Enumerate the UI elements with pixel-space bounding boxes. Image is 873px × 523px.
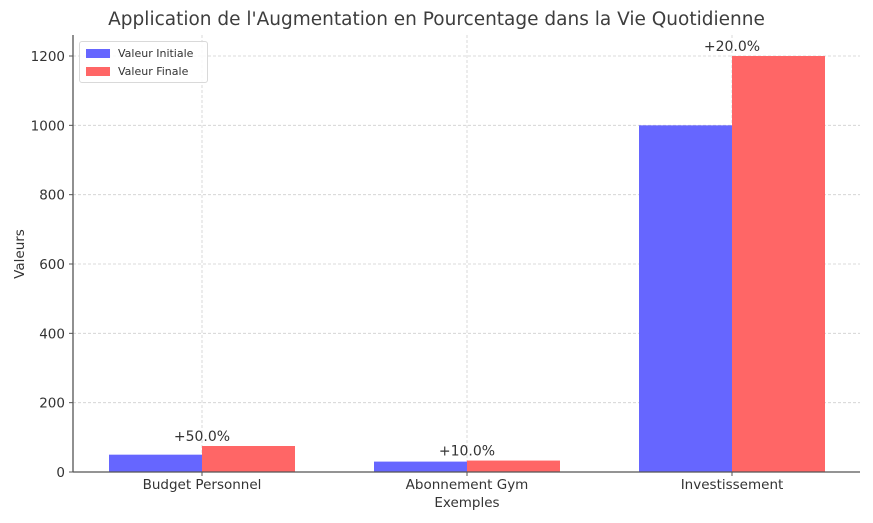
legend-swatch-initial (86, 49, 110, 58)
legend-item-initial: Valeur Initiale (86, 47, 193, 60)
y-axis-label: Valeurs (12, 229, 28, 279)
bar-initial (639, 125, 732, 472)
y-tick-label: 800 (39, 188, 65, 204)
y-tick-label: 1000 (31, 118, 65, 134)
bar-annotation: +20.0% (704, 39, 760, 55)
x-tick-label: Investissement (681, 477, 784, 493)
bar-initial (374, 461, 467, 472)
bar-final (467, 460, 560, 472)
bar-final (202, 446, 295, 472)
chart-title: Application de l'Augmentation en Pourcen… (108, 9, 765, 30)
y-tick-label: 600 (39, 257, 65, 273)
y-tick-label: 1200 (31, 49, 65, 65)
x-axis-label: Exemples (434, 495, 499, 511)
x-tick-label: Abonnement Gym (406, 477, 529, 493)
bar-annotation: +10.0% (439, 444, 495, 460)
y-tick-label: 400 (39, 326, 65, 342)
bar-final (732, 56, 825, 472)
bar-initial (109, 454, 202, 472)
legend-label-initial: Valeur Initiale (118, 47, 194, 60)
legend-item-final: Valeur Finale (86, 65, 188, 78)
legend-swatch-final (86, 67, 110, 76)
y-tick-label: 0 (56, 465, 65, 481)
y-tick-label: 200 (39, 396, 65, 412)
legend-label-final: Valeur Finale (118, 65, 189, 78)
x-tick-label: Budget Personnel (143, 477, 262, 493)
bar-annotation: +50.0% (174, 429, 230, 445)
legend: Valeur Initiale Valeur Finale (79, 41, 208, 83)
